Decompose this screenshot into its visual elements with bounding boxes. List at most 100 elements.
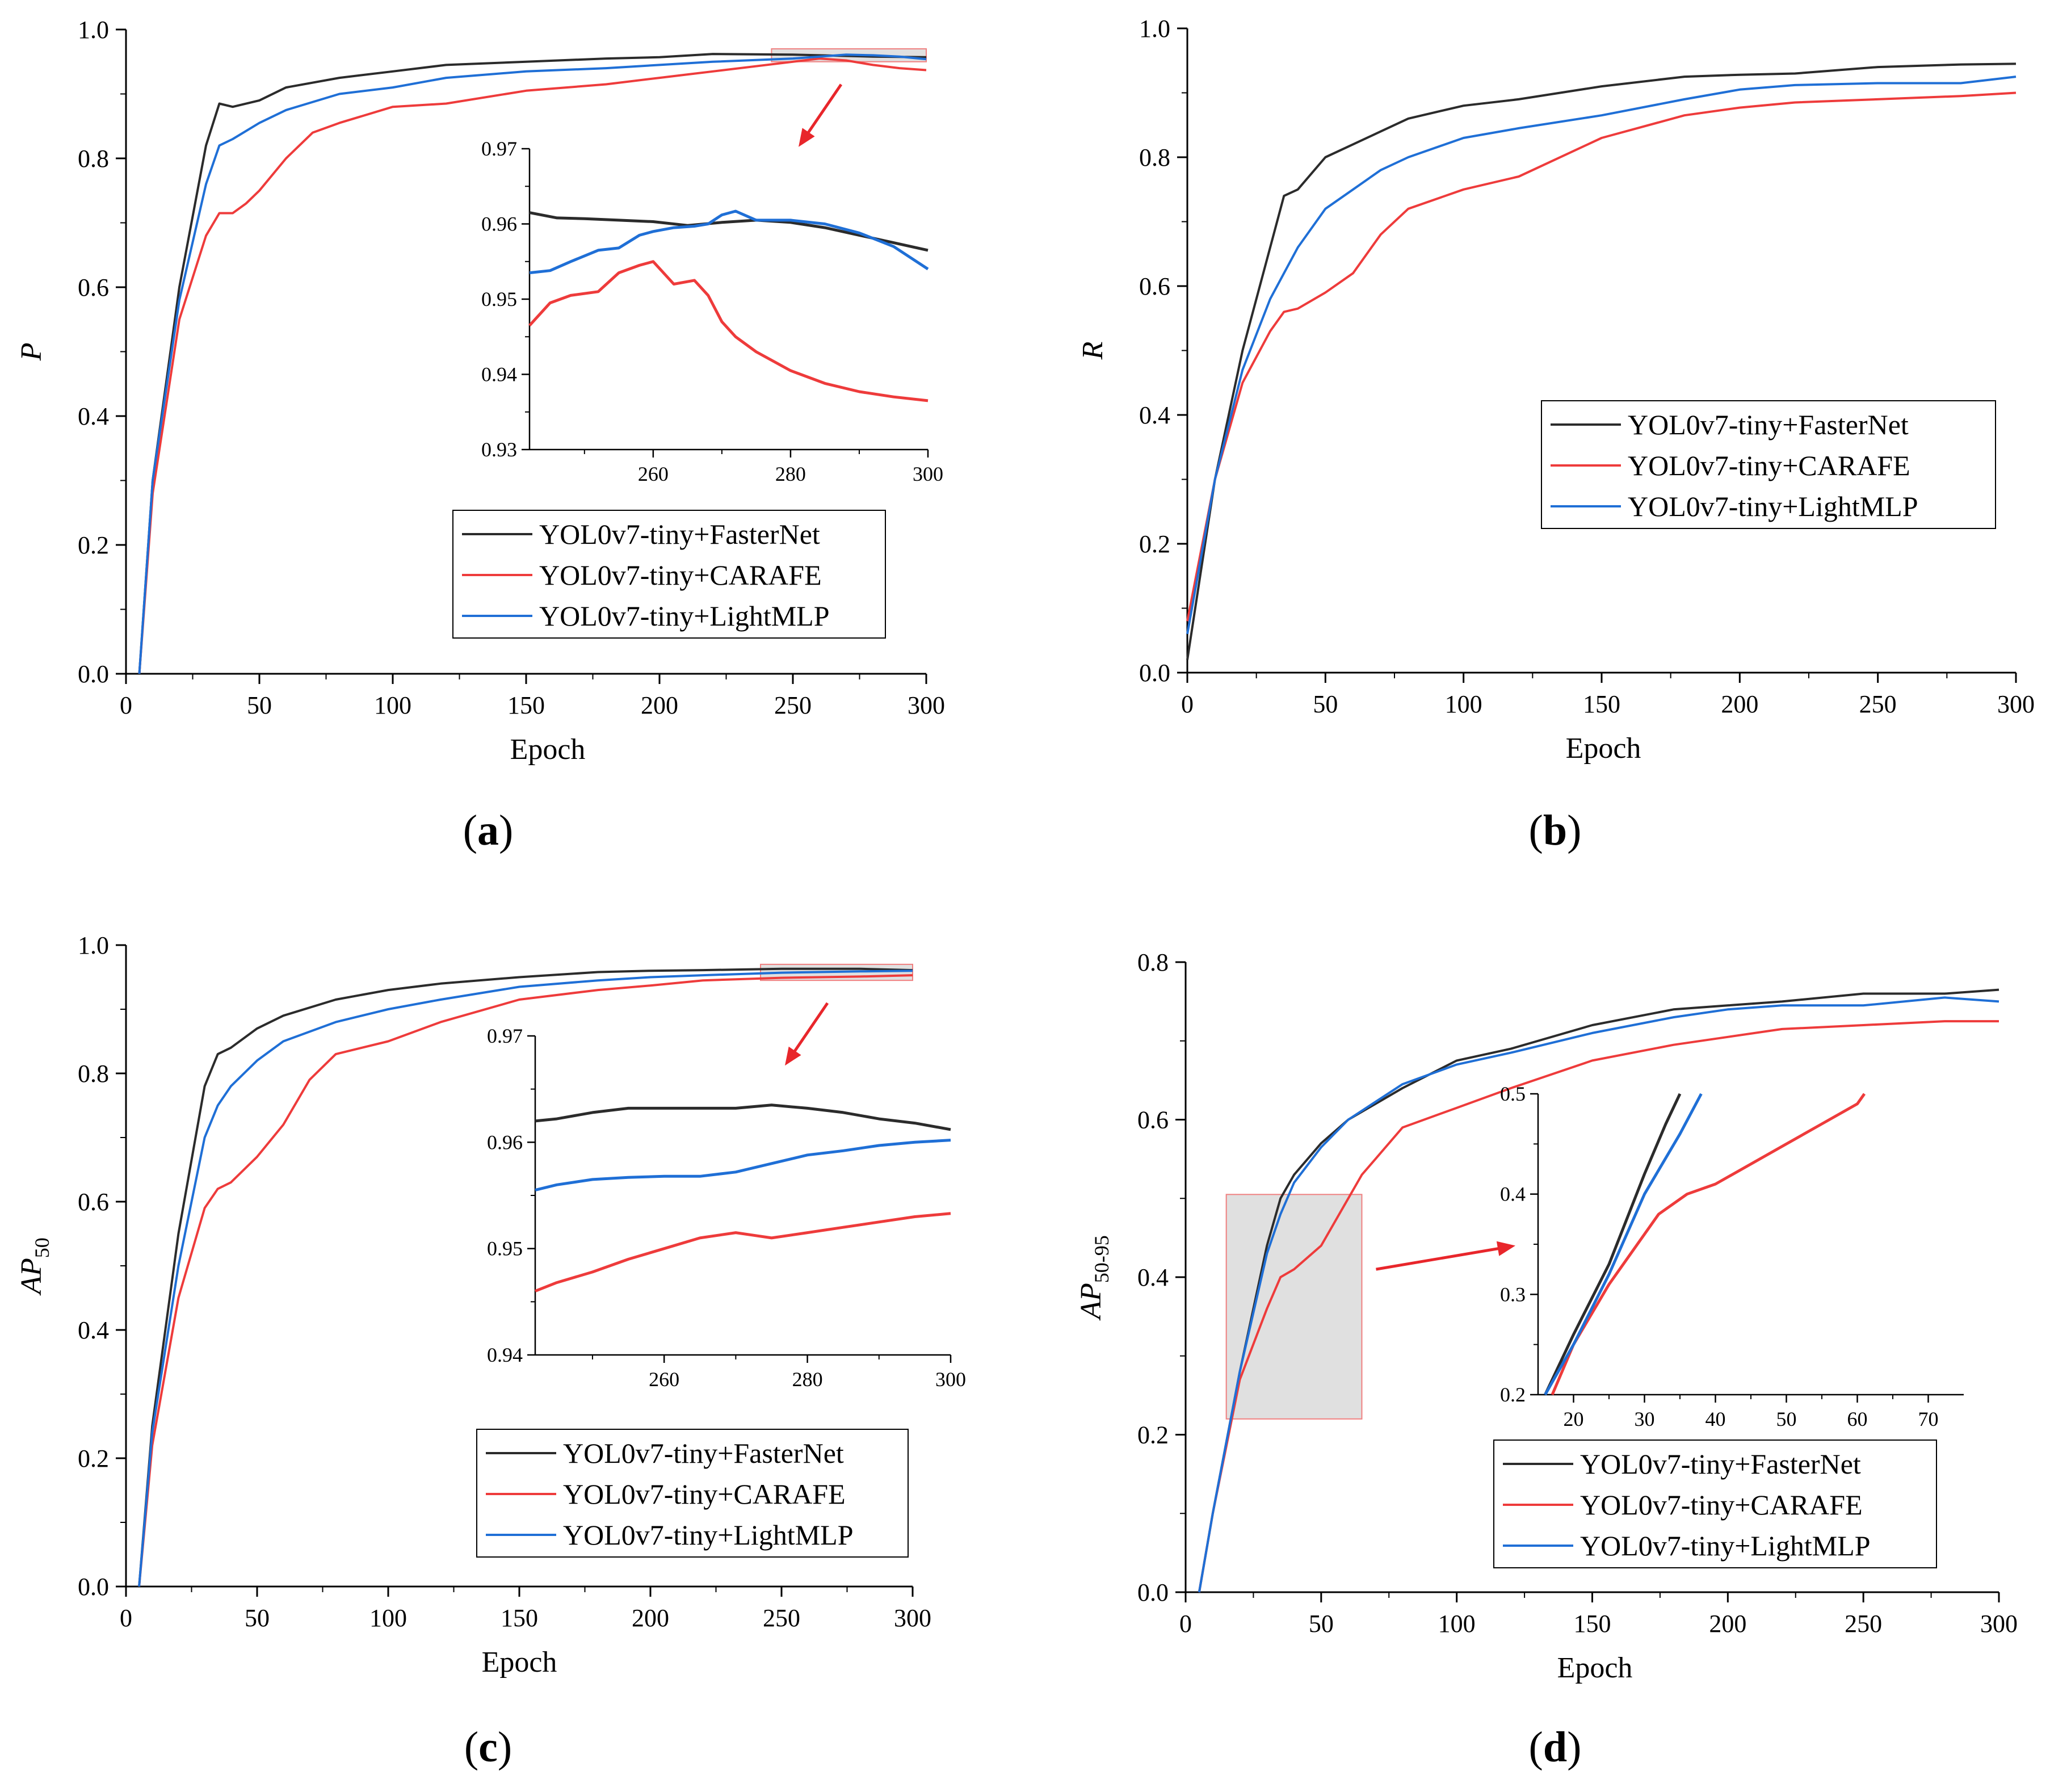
y-tick-label: 0.6 (78, 1188, 109, 1216)
inset-y-tick-label: 0.2 (1500, 1383, 1526, 1406)
y-tick-label: 0.4 (78, 1316, 109, 1344)
inset-background (535, 1036, 951, 1355)
x-tick-label: 150 (1583, 690, 1620, 718)
x-tick-label: 200 (1709, 1610, 1746, 1638)
y-tick-label: 0.0 (78, 660, 109, 688)
y-tick-label: 0.8 (78, 145, 109, 173)
inset-series-line-1 (535, 1212, 951, 1292)
y-tick-label: 0.0 (1139, 659, 1170, 687)
y-tick-label: 0.2 (78, 531, 109, 559)
x-tick-label: 300 (894, 1604, 931, 1632)
chart-panel-a: 0 50 100 150 200 250 300 0.0 0.2 0.4 0.6 0.8 1.0 Epoc… (15, 16, 945, 766)
y-tick-label: 0.6 (1137, 1106, 1169, 1134)
x-tick-label: 250 (774, 691, 812, 719)
y-tick-label: 0.6 (1139, 272, 1170, 300)
chart-panel-b: 0 50 100 150 200 250 300 0.0 0.2 0.4 0.6 0.8 1.0 Epoc… (1077, 15, 2035, 765)
inset-x-tick-label: 60 (1847, 1408, 1868, 1430)
x-tick-label: 0 (1179, 1610, 1192, 1638)
zoom-arrow-shaft (1376, 1247, 1502, 1271)
inset-x-tick-label: 260 (638, 463, 669, 485)
caption-c-letter: c (478, 1723, 498, 1771)
series-line-0 (138, 967, 913, 1587)
inset-y-tick-label: 0.94 (487, 1344, 523, 1366)
y-axis-label: P (15, 343, 48, 362)
y-tick-label: 0.2 (1137, 1421, 1169, 1449)
y-axis-label-main: R (1077, 342, 1109, 360)
caption-b-letter: b (1543, 807, 1568, 854)
x-tick-label: 250 (763, 1604, 800, 1632)
x-axis-label: Epoch (510, 733, 586, 766)
inset-series-line-0 (1544, 1093, 1682, 1396)
zoom-arrow-shaft (805, 83, 843, 137)
x-tick-label: 300 (1980, 1610, 2018, 1638)
caption-a-letter: a (477, 807, 499, 854)
y-tick-label: 0.2 (1139, 530, 1170, 558)
series-line-2 (1198, 996, 1999, 1593)
inset-chart: 260 280 300 0.94 0.95 0.96 0.97 (487, 1025, 966, 1391)
y-axis-label-main: AP (1075, 1283, 1107, 1321)
legend-label-2: YOL0v7-tiny+LightMLP (1628, 490, 1918, 522)
legend-label-1: YOL0v7-tiny+CARAFE (1628, 450, 1910, 481)
x-tick-label: 0 (120, 1604, 132, 1632)
inset-y-tick-label: 0.95 (481, 288, 517, 310)
x-tick-label: 150 (1574, 1610, 1611, 1638)
x-tick-label: 0 (120, 691, 132, 719)
legend-label-1: YOL0v7-tiny+CARAFE (1580, 1489, 1863, 1521)
x-tick-label: 0 (1181, 690, 1194, 718)
inset-x-tick-label: 30 (1635, 1408, 1655, 1430)
x-tick-label: 100 (369, 1604, 407, 1632)
zoom-arrow-head (785, 1046, 801, 1066)
inset-y-tick-label: 0.4 (1500, 1183, 1526, 1206)
y-tick-label: 0.0 (78, 1573, 109, 1601)
inset-y-tick-label: 0.3 (1500, 1283, 1526, 1306)
x-tick-label: 250 (1859, 690, 1897, 718)
x-axis-label: Epoch (1557, 1652, 1633, 1684)
y-axis-label-subscript: 50 (31, 1237, 53, 1258)
legend-label-0: YOL0v7-tiny+FasterNet (539, 518, 820, 550)
inset-y-tick-label: 0.93 (481, 438, 517, 461)
inset-y-tick-label: 0.95 (487, 1237, 523, 1260)
inset-x-tick-label: 260 (649, 1368, 679, 1391)
y-axis-label-main: AP (15, 1258, 48, 1296)
inset-x-tick-label: 300 (935, 1368, 966, 1391)
x-tick-label: 50 (245, 1604, 270, 1632)
inset-series-line-1 (1551, 1093, 1866, 1395)
x-tick-label: 300 (1997, 690, 2035, 718)
zoom-arrow-head (1496, 1241, 1515, 1256)
series-line-1 (138, 974, 913, 1587)
legend-label-1: YOL0v7-tiny+CARAFE (539, 559, 822, 591)
chart-panel-d: 0 50 100 150 200 250 300 0.0 0.2 0.4 0.6 0.8 Epoch AP… (1075, 949, 2018, 1684)
y-axis-label: R (1077, 342, 1109, 360)
caption-b: (b) (1528, 807, 1582, 854)
y-axis-label: AP50 (15, 1237, 53, 1296)
inset-chart: 20 30 40 50 60 70 0.2 0.3 0.4 0.5 (1500, 1082, 1964, 1430)
x-tick-label: 150 (507, 691, 545, 719)
inset-x-tick-label: 280 (775, 463, 806, 485)
y-tick-label: 0.8 (1139, 144, 1170, 171)
legend-label-0: YOL0v7-tiny+FasterNet (1580, 1448, 1861, 1480)
y-tick-label: 0.8 (78, 1060, 109, 1088)
inset-x-tick-label: 300 (913, 463, 943, 485)
legend-label-0: YOL0v7-tiny+FasterNet (563, 1437, 844, 1469)
inset-y-tick-label: 0.97 (487, 1025, 523, 1047)
y-tick-label: 1.0 (78, 16, 109, 44)
x-tick-label: 150 (501, 1604, 538, 1632)
caption-c: (c) (464, 1723, 512, 1771)
y-tick-label: 0.2 (78, 1445, 109, 1472)
series-line-1 (1198, 1020, 1999, 1593)
x-tick-label: 50 (1313, 690, 1338, 718)
inset-series-line-0 (535, 1103, 951, 1131)
inset-series-line-1 (528, 260, 929, 402)
y-tick-label: 0.8 (1137, 949, 1169, 976)
legend: YOL0v7-tiny+FasterNet YOL0v7-tiny+CARAFE Y… (452, 510, 886, 639)
legend-label-2: YOL0v7-tiny+LightMLP (1580, 1530, 1871, 1562)
x-tick-label: 100 (374, 691, 411, 719)
zoom-region-box (1225, 1194, 1363, 1420)
x-tick-label: 100 (1445, 690, 1482, 718)
inset-x-tick-label: 70 (1918, 1408, 1939, 1430)
inset-series-line-2 (1544, 1093, 1703, 1396)
chart-panel-c: 0 50 100 150 200 250 300 0.0 0.2 0.4 0.6 0.8 1.0 Epoc… (15, 931, 966, 1678)
inset-y-tick-label: 0.96 (487, 1131, 523, 1153)
x-tick-label: 100 (1438, 1610, 1476, 1638)
